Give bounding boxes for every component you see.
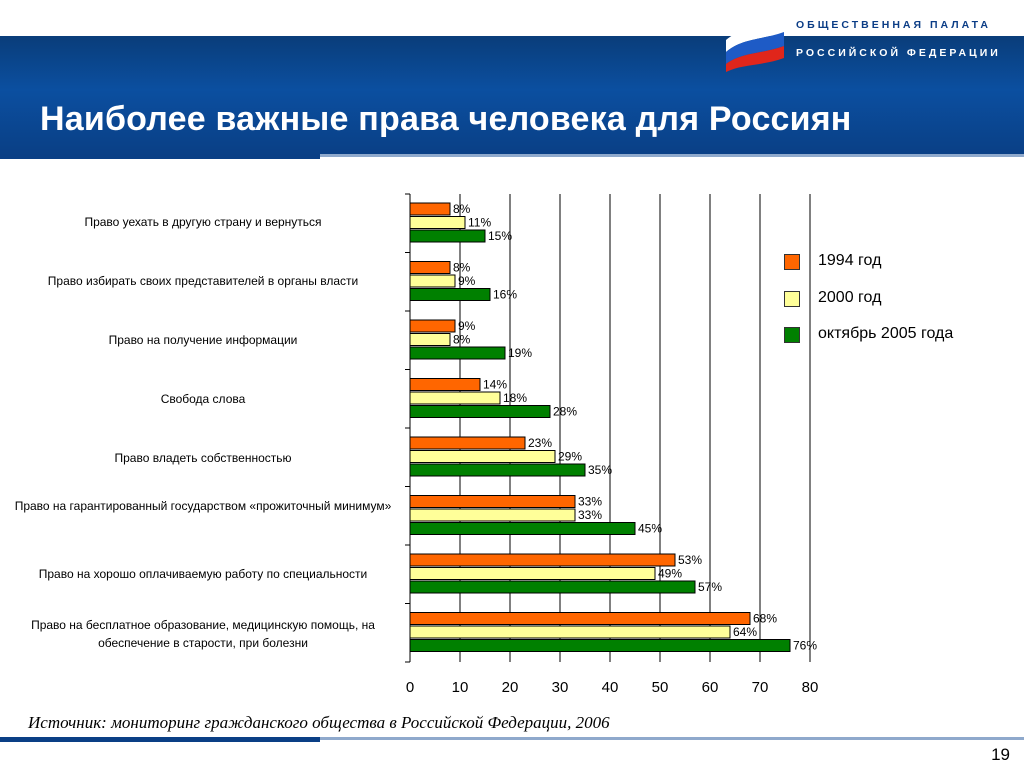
category-label: Право избирать своих представителей в ор… [47,274,359,288]
data-label: 29% [558,450,582,464]
header-divider [0,154,320,159]
bar [409,288,491,301]
header-band [0,36,1024,156]
data-label: 23% [528,436,552,450]
org-name-line1: ОБЩЕСТВЕННАЯ ПАЛАТА [796,19,991,31]
legend-label: 1994 год [818,252,882,269]
bar [409,378,481,391]
x-tick-label: 40 [602,679,619,696]
x-tick-label: 80 [802,679,819,696]
data-label: 49% [658,567,682,581]
bar [409,463,586,477]
bar [409,625,731,639]
footer-divider-light [320,737,1024,740]
bar [409,261,451,274]
data-label: 68% [753,612,777,626]
data-label: 64% [733,625,757,639]
category-label: Право владеть собственностью [114,451,292,465]
bar [409,522,636,535]
x-tick-label: 30 [552,679,569,696]
x-tick-label: 70 [752,679,769,696]
bar [409,553,676,567]
data-label: 19% [508,346,532,360]
page-number: 19 [991,745,1010,764]
x-tick-label: 10 [452,679,469,696]
page-title: Наиболее важные права человека для Росси… [40,100,852,138]
legend-swatch [784,254,800,270]
flag-logo-icon [726,20,784,72]
bar [409,319,456,333]
x-tick-label: 0 [406,679,414,696]
x-tick-label: 20 [502,679,519,696]
data-label: 11% [468,216,491,230]
data-label: 9% [458,319,476,333]
legend-swatch [784,327,800,343]
category-label: Свобода слова [160,392,246,406]
bar [409,436,526,450]
data-label: 45% [638,522,662,536]
data-label: 16% [493,288,517,302]
data-label: 33% [578,495,602,509]
bar [409,612,751,625]
category-label: Право на хорошо оплачиваемую работу по с… [38,567,368,581]
bar [409,274,456,288]
data-label: 18% [503,391,527,405]
x-tick-label: 60 [702,679,719,696]
data-label: 53% [678,553,702,567]
data-label: 15% [488,229,512,243]
header-divider-light [320,154,1024,157]
data-label: 57% [698,580,722,594]
legend-label: 2000 год [818,289,882,306]
category-label: Право на бесплатное образование, медицин… [31,618,375,650]
bar [409,202,451,216]
data-label: 8% [453,333,471,347]
bar [409,346,506,360]
data-label: 9% [458,274,476,288]
bar [409,495,576,508]
data-label: 8% [453,261,471,275]
category-label: Право уехать в другую страну и вернуться [84,215,322,229]
bar [409,229,486,243]
data-label: 28% [553,405,577,419]
bar [409,567,656,580]
data-label: 35% [588,463,612,477]
bar [409,216,466,229]
bar [409,391,501,405]
x-tick-label: 50 [652,679,669,696]
footer-divider [0,737,320,742]
org-name-line2: РОССИЙСКОЙ ФЕДЕРАЦИИ [796,47,1001,59]
bar [409,333,451,346]
source-note: Источник: мониторинг гражданского общест… [28,713,610,732]
bar [409,450,556,463]
bar [409,405,551,418]
data-label: 8% [453,202,471,216]
bar [409,580,696,594]
category-label: Право на получение информации [108,333,298,347]
data-label: 76% [793,639,817,653]
bar [409,508,576,522]
category-label: Право на гарантированный государством «п… [14,499,392,513]
data-label: 33% [578,508,602,522]
data-label: 14% [483,378,507,392]
legend-label: октябрь 2005 года [818,325,954,342]
bar [409,639,791,652]
legend-swatch [784,291,800,307]
